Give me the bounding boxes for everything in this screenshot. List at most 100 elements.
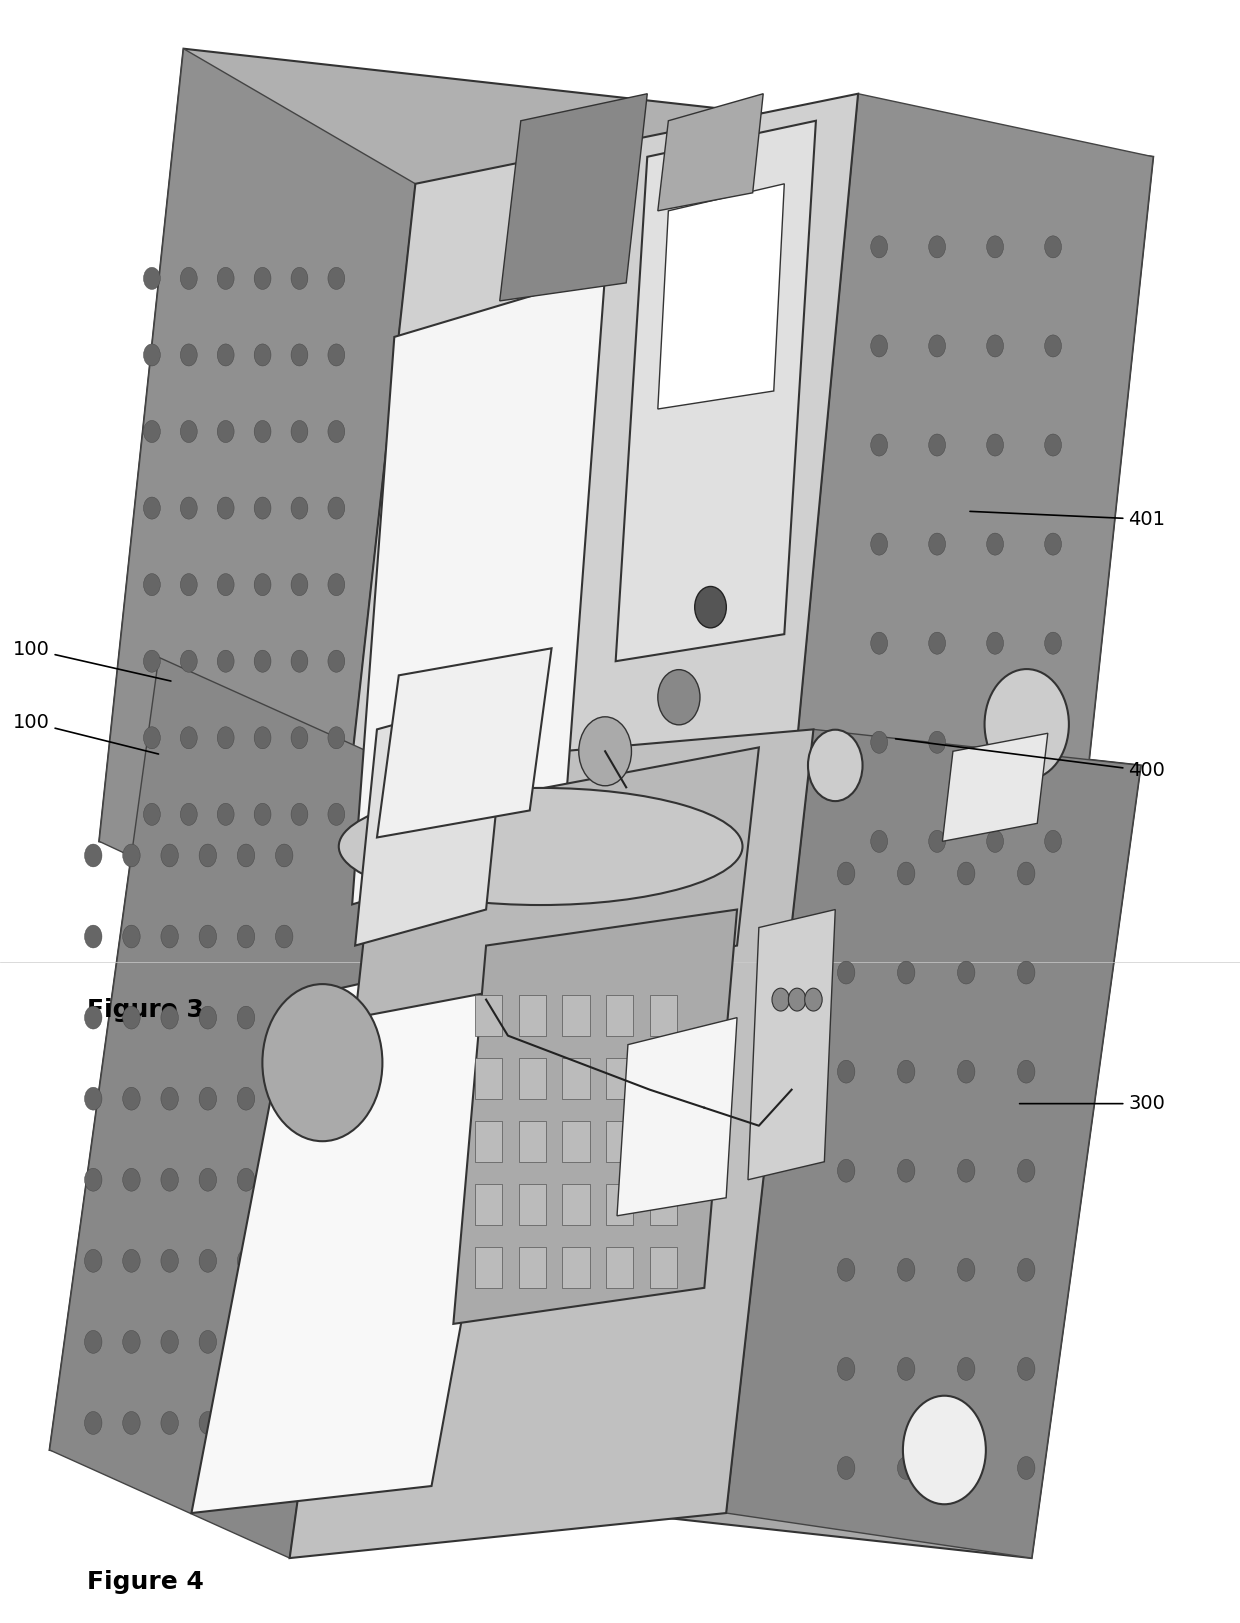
Circle shape — [217, 497, 234, 519]
Text: 100: 100 — [12, 712, 159, 755]
Circle shape — [144, 497, 160, 519]
Text: 100: 100 — [12, 639, 171, 682]
Circle shape — [1018, 961, 1035, 984]
Circle shape — [217, 573, 234, 596]
Circle shape — [217, 420, 234, 443]
Circle shape — [123, 844, 140, 867]
Bar — [475, 1185, 502, 1225]
Circle shape — [123, 1006, 140, 1029]
Polygon shape — [618, 1018, 737, 1216]
Circle shape — [327, 497, 345, 519]
Circle shape — [694, 586, 727, 628]
Circle shape — [1018, 862, 1035, 885]
Circle shape — [291, 497, 308, 519]
Ellipse shape — [339, 787, 743, 906]
Circle shape — [1018, 1060, 1035, 1083]
Circle shape — [200, 1006, 217, 1029]
Circle shape — [161, 1169, 179, 1191]
Polygon shape — [290, 729, 813, 1558]
Circle shape — [254, 268, 272, 289]
Bar — [475, 995, 502, 1035]
Circle shape — [929, 532, 946, 555]
Circle shape — [161, 1087, 179, 1110]
Text: 300: 300 — [1019, 1094, 1166, 1113]
Circle shape — [929, 732, 946, 753]
Circle shape — [217, 268, 234, 289]
Circle shape — [837, 1456, 854, 1480]
Bar — [475, 1248, 502, 1289]
Circle shape — [291, 803, 308, 826]
Circle shape — [144, 727, 160, 748]
Circle shape — [327, 803, 345, 826]
Circle shape — [123, 925, 140, 948]
Circle shape — [1044, 631, 1061, 654]
Bar — [563, 1248, 590, 1289]
Circle shape — [1044, 433, 1061, 456]
Circle shape — [217, 651, 234, 672]
Text: Figure 4: Figure 4 — [87, 1569, 203, 1594]
Circle shape — [217, 344, 234, 365]
Circle shape — [200, 1250, 217, 1272]
Circle shape — [898, 862, 915, 885]
Circle shape — [985, 669, 1069, 779]
Circle shape — [237, 844, 254, 867]
Circle shape — [275, 1169, 293, 1191]
Circle shape — [987, 235, 1003, 258]
Circle shape — [161, 1250, 179, 1272]
Bar — [606, 1185, 634, 1225]
Circle shape — [898, 1258, 915, 1281]
Circle shape — [870, 631, 888, 654]
Polygon shape — [355, 693, 508, 946]
Circle shape — [327, 651, 345, 672]
Polygon shape — [50, 657, 1141, 1558]
Circle shape — [1018, 1357, 1035, 1380]
Circle shape — [123, 1250, 140, 1272]
Circle shape — [837, 1159, 854, 1182]
Circle shape — [84, 1412, 102, 1435]
Circle shape — [808, 730, 863, 802]
Circle shape — [870, 532, 888, 555]
Circle shape — [275, 1087, 293, 1110]
Circle shape — [789, 988, 806, 1011]
Polygon shape — [50, 657, 399, 1558]
Circle shape — [180, 803, 197, 826]
Circle shape — [237, 1250, 254, 1272]
Circle shape — [987, 732, 1003, 753]
Circle shape — [327, 420, 345, 443]
Circle shape — [217, 727, 234, 748]
Polygon shape — [784, 94, 1153, 949]
Polygon shape — [191, 946, 529, 1513]
Circle shape — [957, 1258, 975, 1281]
Bar — [606, 995, 634, 1035]
Circle shape — [657, 670, 699, 725]
Circle shape — [144, 420, 160, 443]
Circle shape — [327, 268, 345, 289]
Circle shape — [180, 497, 197, 519]
Circle shape — [898, 1456, 915, 1480]
Circle shape — [275, 1412, 293, 1435]
Circle shape — [84, 1331, 102, 1354]
Polygon shape — [727, 729, 1141, 1558]
Circle shape — [200, 1169, 217, 1191]
Bar — [650, 1058, 677, 1099]
Polygon shape — [377, 648, 552, 837]
Circle shape — [217, 803, 234, 826]
Circle shape — [254, 420, 272, 443]
Circle shape — [254, 803, 272, 826]
Circle shape — [837, 1060, 854, 1083]
Circle shape — [161, 1331, 179, 1354]
Bar — [563, 1058, 590, 1099]
Circle shape — [180, 651, 197, 672]
Circle shape — [144, 344, 160, 365]
Circle shape — [200, 1331, 217, 1354]
Circle shape — [275, 1331, 293, 1354]
Circle shape — [237, 1006, 254, 1029]
Circle shape — [1018, 1258, 1035, 1281]
Circle shape — [123, 1412, 140, 1435]
Polygon shape — [331, 94, 858, 949]
Bar — [606, 1058, 634, 1099]
Circle shape — [144, 651, 160, 672]
Circle shape — [929, 433, 946, 456]
Circle shape — [84, 1250, 102, 1272]
Bar — [475, 1058, 502, 1099]
